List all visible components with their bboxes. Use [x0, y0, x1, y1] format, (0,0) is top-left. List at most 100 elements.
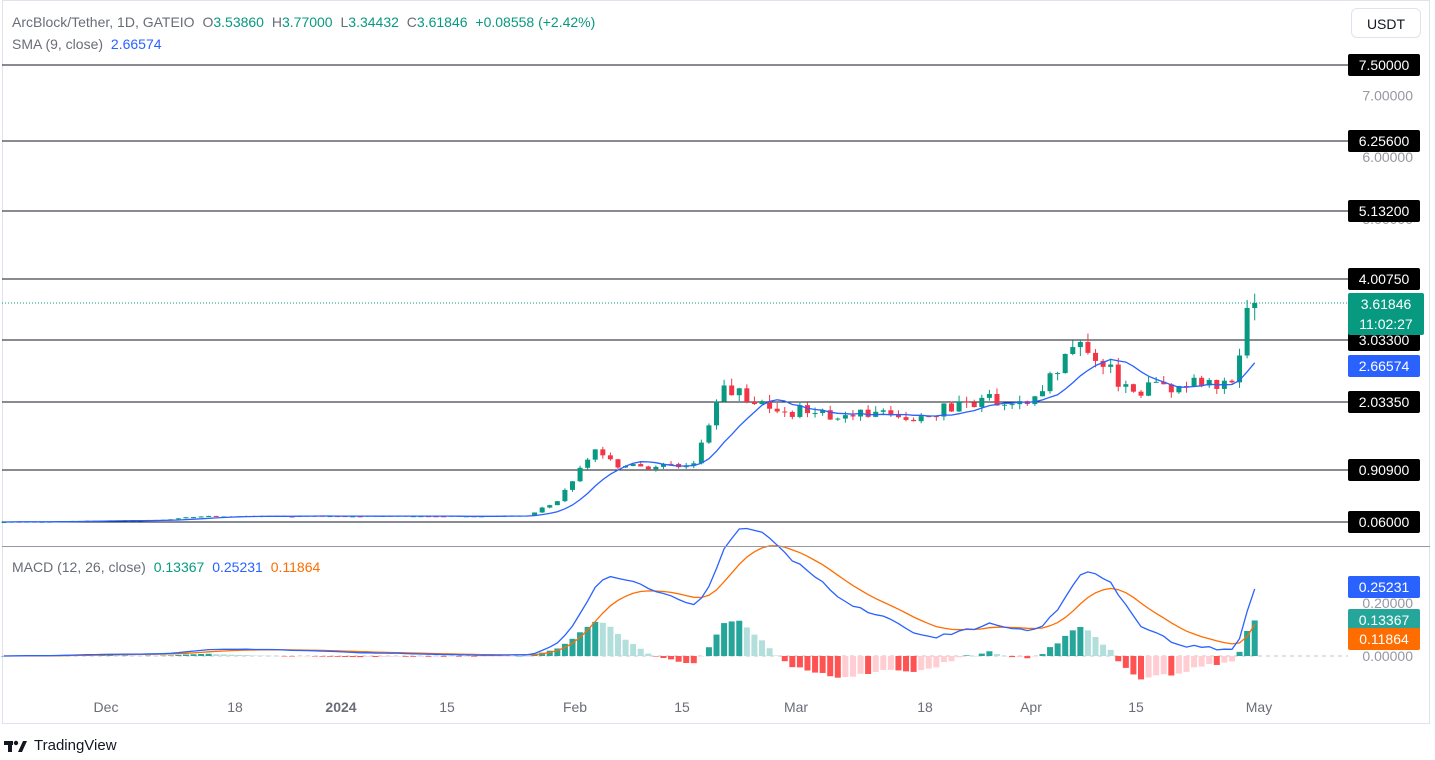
candle-body	[714, 401, 720, 426]
macd-hist-bar	[940, 656, 947, 662]
macd-hist-tag: 0.13367	[1348, 609, 1420, 631]
level-tag: 6.25600	[1348, 130, 1420, 152]
candle-body	[986, 394, 992, 398]
macd-hist-bar	[342, 656, 349, 657]
macd-hist-bar	[622, 639, 629, 656]
level-tag-text: 5.13200	[1359, 203, 1410, 219]
level-tag: 4.00750	[1348, 268, 1420, 290]
brand-name: TradingView	[34, 737, 117, 754]
macd-hist-bar	[395, 656, 402, 657]
candle-body	[774, 408, 780, 412]
time-axis-tick: Dec	[94, 699, 119, 715]
macd-legend[interactable]: MACD (12, 26, close) 0.13367 0.25231 0.1…	[12, 559, 324, 575]
level-tag-bg	[1348, 511, 1420, 533]
macd-hist-bar	[417, 656, 424, 657]
macd-hist-bar	[1100, 644, 1107, 656]
macd-hist-bar	[561, 643, 568, 656]
macd-hist-bar	[319, 656, 326, 657]
macd-line-tag-bg	[1348, 576, 1420, 598]
time-axis-tick: 15	[1128, 699, 1144, 715]
level-tag-text: 0.90900	[1359, 462, 1410, 478]
macd-hist-bar	[402, 656, 409, 657]
macd-hist-bar	[258, 655, 265, 657]
macd-hist-bar	[1069, 630, 1076, 656]
macd-hist-bar	[577, 632, 584, 656]
candle-body	[1191, 377, 1197, 387]
candle-body	[888, 410, 894, 415]
macd-hist-bar	[637, 648, 644, 656]
macd-hist-bar	[251, 655, 258, 657]
macd-hist-bar	[774, 655, 781, 656]
macd-hist-bar	[213, 654, 220, 656]
candle-body	[918, 416, 924, 422]
low-value: 3.34432	[348, 14, 399, 30]
candle-body	[660, 463, 666, 467]
macd-hist-bar	[1001, 655, 1008, 657]
macd-hist-bar	[364, 656, 371, 657]
candle-body	[721, 385, 727, 402]
macd-hist-bar	[1084, 630, 1091, 656]
level-tag: 0.90900	[1348, 459, 1420, 481]
low-label: L	[340, 14, 349, 30]
open-value: 3.53860	[213, 14, 264, 30]
candle-body	[1039, 391, 1045, 397]
macd-hist-bar	[1221, 656, 1228, 663]
candle-body	[744, 388, 750, 402]
candle-body	[198, 516, 204, 518]
candle-body	[638, 464, 644, 467]
pane-separator[interactable]	[2, 546, 1430, 547]
candle-body	[1183, 386, 1189, 388]
candle-body	[547, 505, 553, 508]
macd-hist-bar	[880, 656, 887, 671]
time-axis-tick: 18	[227, 699, 243, 715]
macd-hist-bar	[834, 656, 841, 678]
candle-body	[865, 409, 871, 417]
level-tag: 2.03350	[1348, 391, 1420, 413]
candle-body	[895, 414, 901, 418]
macd-hist-bar	[895, 656, 902, 671]
macd-hist-bar	[167, 655, 174, 656]
candle-body	[729, 385, 735, 396]
macd-hist-bar	[842, 656, 849, 678]
candle-body	[607, 455, 613, 460]
symbol-title[interactable]: ArcBlock/Tether, 1D, GATEIO	[12, 14, 195, 30]
macd-signal-value: 0.11864	[270, 559, 321, 575]
close-value: 3.61846	[416, 14, 468, 30]
candle-body	[797, 405, 803, 417]
time-axis-tick: May	[1246, 699, 1272, 715]
countdown-text: 11:02:27	[1359, 316, 1413, 332]
macd-hist-bar	[99, 655, 106, 656]
macd-hist-bar	[668, 656, 675, 660]
candle-body	[1252, 303, 1258, 309]
chart-canvas[interactable]: 7.000006.000005.000000.200000.000007.500…	[0, 0, 1435, 725]
time-axis-tick: Mar	[784, 699, 808, 715]
macd-hist-bar	[986, 651, 993, 656]
candle-body	[213, 515, 219, 517]
candle-body	[1085, 342, 1091, 353]
macd-line-value: 0.25231	[212, 559, 263, 575]
currency-button[interactable]: USDT	[1351, 8, 1421, 38]
candle-body	[971, 402, 977, 408]
sma-legend[interactable]: SMA (9, close) 2.66574	[12, 36, 166, 52]
macd-hist-bar	[1024, 656, 1031, 659]
candle-body	[842, 415, 848, 419]
macd-hist-bar	[1198, 656, 1205, 667]
symbol-legend: ArcBlock/Tether, 1D, GATEIO O3.53860 H3.…	[12, 14, 599, 30]
time-axis-tick: Feb	[563, 699, 587, 715]
macd-hist-bar	[433, 656, 440, 657]
candle-body	[668, 463, 674, 465]
macd-hist-bar	[349, 656, 356, 658]
macd-hist-bar	[956, 656, 963, 658]
candle-body	[562, 489, 568, 502]
macd-hist-bar	[705, 647, 712, 656]
macd-hist-bar	[599, 622, 606, 656]
candle-body	[1123, 384, 1129, 387]
macd-hist-bar	[326, 656, 333, 657]
macd-hist-bar	[819, 656, 826, 673]
tradingview-branding[interactable]: TradingView	[4, 737, 117, 754]
sma-tag-text: 2.66574	[1359, 358, 1410, 374]
macd-hist-bar	[1251, 620, 1258, 656]
candle-body	[1161, 381, 1167, 385]
macd-hist-bar	[425, 656, 432, 657]
macd-hist-bar	[683, 656, 690, 663]
